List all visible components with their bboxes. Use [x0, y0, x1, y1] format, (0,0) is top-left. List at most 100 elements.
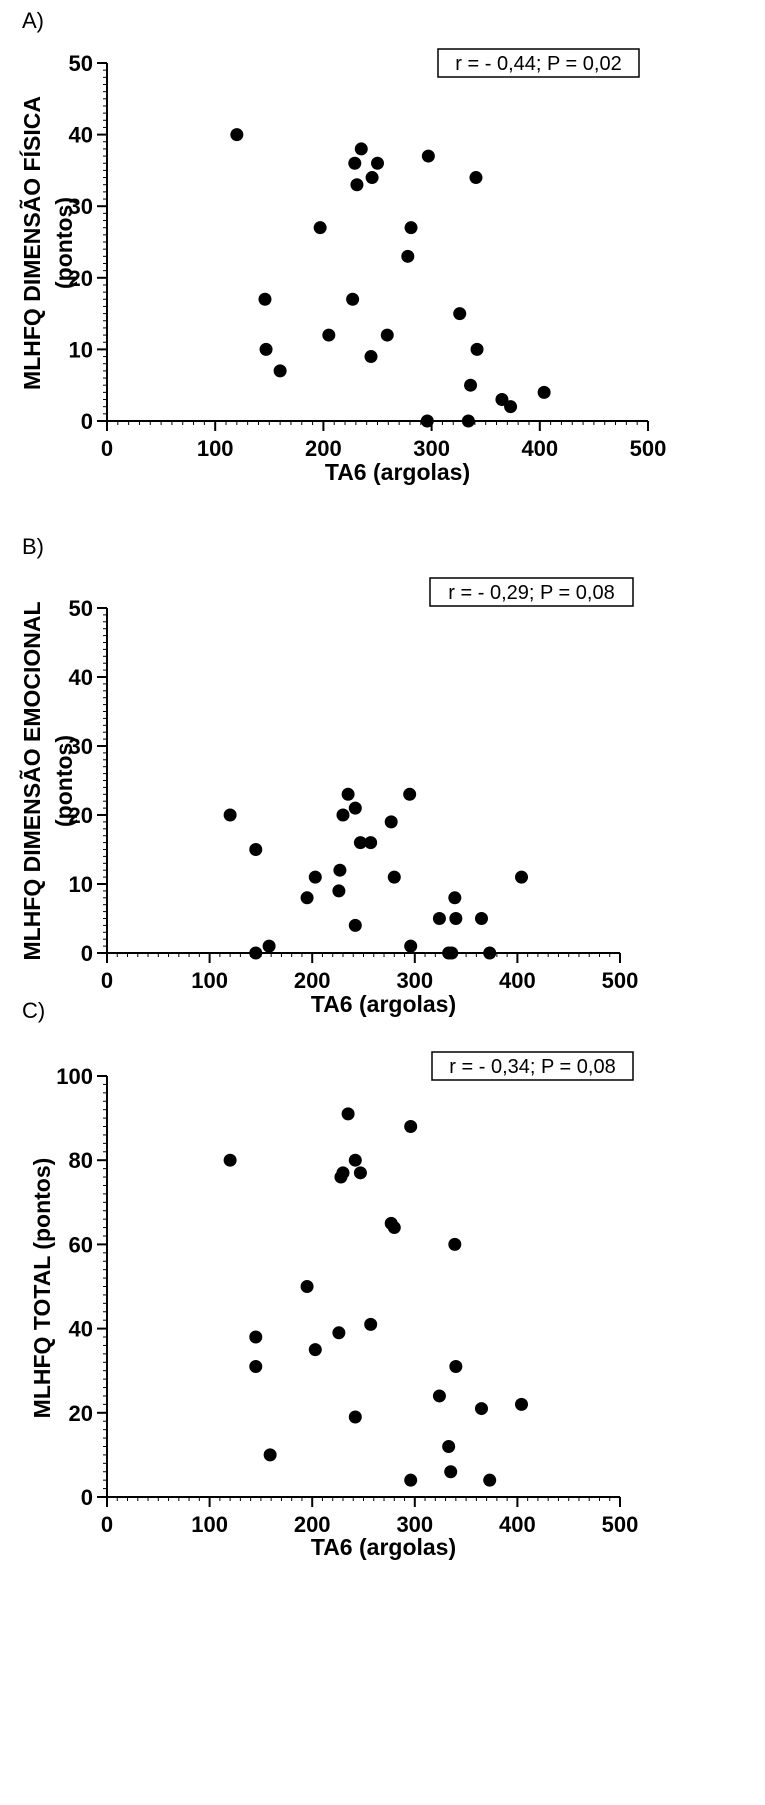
x-axis-title: TA6 (argolas) [311, 991, 456, 1017]
data-point [401, 249, 415, 263]
data-point [445, 946, 459, 960]
stats-annotation: r = - 0,34; P = 0,08 [449, 1056, 615, 1078]
y-tick-label: 10 [69, 872, 93, 897]
data-point [332, 1326, 346, 1340]
y-tick-label: 50 [69, 51, 93, 76]
data-point [404, 1473, 418, 1487]
y-tick-label: 30 [69, 734, 93, 759]
data-point [365, 171, 379, 185]
x-tick-label: 400 [521, 436, 558, 461]
x-tick-label: 0 [101, 436, 113, 461]
data-point [348, 156, 362, 170]
panel-label: B) [22, 534, 44, 559]
stats-box [437, 48, 640, 78]
y-axis-title-unit: (pontos) [51, 735, 77, 827]
data-point [444, 1465, 458, 1479]
data-point [350, 178, 364, 192]
x-tick-label: 500 [602, 968, 639, 993]
x-tick-label: 500 [630, 436, 667, 461]
data-point [515, 870, 529, 884]
data-point [470, 342, 484, 356]
data-point [308, 870, 322, 884]
data-point [258, 292, 272, 306]
data-point [448, 891, 462, 905]
stats-box [429, 577, 634, 607]
data-point [300, 1280, 314, 1293]
stats-box [431, 1051, 634, 1081]
y-axis-title: MLHFQ DIMENSÃO FÍSICA [18, 96, 45, 390]
data-point [474, 912, 488, 925]
data-point [354, 142, 368, 156]
data-point [346, 292, 360, 306]
y-tick-label: 40 [69, 123, 93, 148]
data-point [341, 1107, 355, 1121]
data-point [249, 1330, 263, 1344]
y-tick-label: 40 [69, 665, 93, 690]
data-point [504, 400, 518, 414]
data-point [371, 156, 384, 170]
x-tick-label: 100 [197, 436, 234, 461]
y-tick-label: 40 [69, 1317, 93, 1342]
data-point [348, 1410, 362, 1424]
data-point [421, 149, 435, 163]
panel-label: C) [22, 1000, 45, 1023]
y-tick-label: 20 [69, 266, 93, 291]
y-tick-label: 0 [81, 1485, 93, 1510]
data-point [249, 843, 263, 856]
data-point [404, 1120, 418, 1134]
x-tick-label: 500 [602, 1512, 639, 1537]
data-point [469, 171, 483, 185]
data-point [223, 808, 237, 822]
data-point [495, 393, 509, 407]
data-point [262, 939, 276, 953]
data-point [300, 891, 314, 905]
x-tick-label: 300 [396, 1512, 433, 1537]
y-tick-label: 100 [56, 1064, 93, 1089]
y-tick-label: 20 [69, 1401, 93, 1426]
data-point [442, 1439, 456, 1453]
data-point [259, 342, 273, 356]
data-point [336, 1166, 350, 1180]
data-point [404, 221, 418, 235]
data-point [364, 350, 378, 364]
data-point [432, 912, 446, 925]
data-point [464, 378, 478, 392]
data-point [449, 1359, 463, 1373]
data-point [461, 414, 475, 428]
data-point [336, 808, 350, 822]
x-tick-label: 300 [396, 968, 433, 993]
data-point [333, 863, 347, 877]
data-point [273, 364, 287, 378]
x-tick-label: 200 [305, 436, 342, 461]
y-axis-title: MLHFQ DIMENSÃO EMOCIONAL [18, 601, 45, 960]
data-point [453, 307, 467, 321]
data-point [483, 1473, 497, 1487]
y-tick-label: 60 [69, 1232, 93, 1257]
chart-panel-c: C) 0 20 40 60 80 100 0 100 200 300 400 500 TA6 (argol… [22, 1000, 639, 1560]
data-point [308, 1343, 322, 1357]
data-point [474, 1402, 488, 1416]
data-point [348, 918, 362, 932]
x-tick-label: 0 [101, 1512, 113, 1537]
data-point [230, 128, 244, 142]
x-tick-label: 400 [499, 1512, 536, 1537]
data-point [332, 884, 346, 898]
x-axis-title: TA6 (argolas) [311, 1534, 456, 1560]
y-tick-label: 50 [69, 596, 93, 621]
data-point [313, 221, 327, 235]
data-point [249, 1359, 263, 1373]
panel-label: A) [22, 8, 44, 33]
stats-annotation: r = - 0,44; P = 0,02 [455, 53, 621, 75]
data-point [384, 815, 398, 829]
y-tick-label: 0 [81, 941, 93, 966]
data-point [249, 946, 263, 960]
x-axis-title: TA6 (argolas) [325, 459, 470, 485]
data-point [537, 385, 551, 399]
data-point [364, 1317, 378, 1331]
x-tick-label: 100 [191, 1512, 228, 1537]
data-point [515, 1397, 529, 1411]
y-tick-label: 10 [69, 337, 93, 362]
data-point [353, 1166, 367, 1180]
